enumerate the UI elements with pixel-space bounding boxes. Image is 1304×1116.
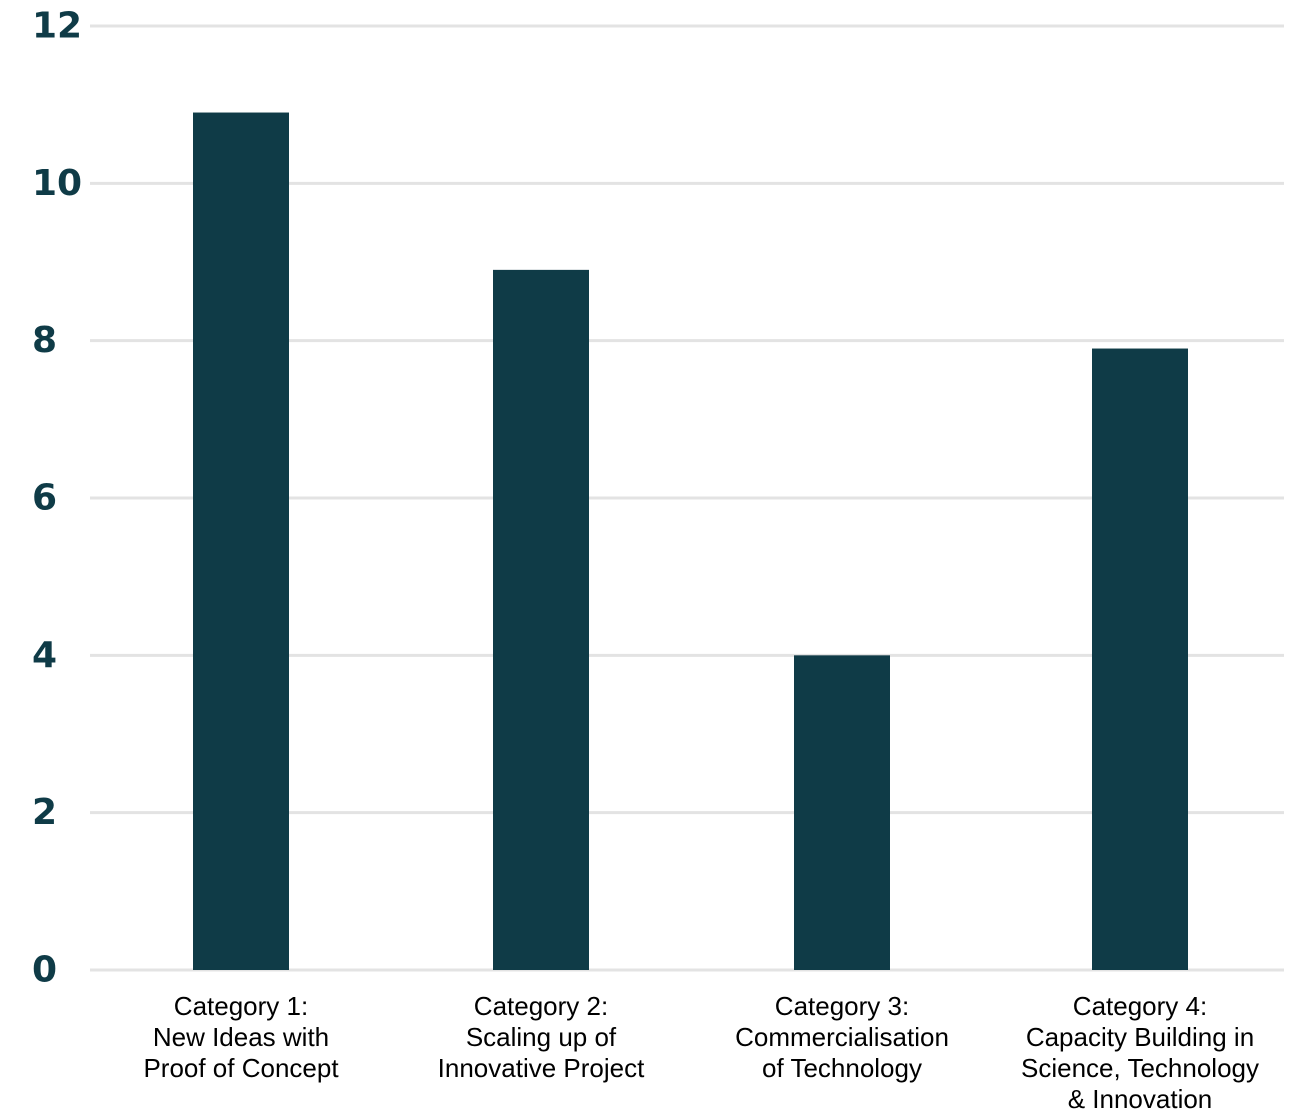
bar-category-2 bbox=[493, 269, 589, 970]
bar-category-4 bbox=[1092, 348, 1188, 970]
x-tick-label-line: & Innovation bbox=[1068, 1084, 1213, 1114]
y-tick-label: 8 bbox=[32, 320, 57, 361]
x-tick-label-line: of Technology bbox=[762, 1053, 922, 1083]
bar-category-1 bbox=[193, 112, 289, 971]
x-tick-label-category-1: Category 1: New Ideas with Proof of Concep… bbox=[143, 991, 339, 1083]
bars bbox=[193, 112, 1188, 971]
x-tick-label-line: Science, Technology bbox=[1021, 1053, 1259, 1083]
x-tick-label-line: Category 2: bbox=[474, 991, 608, 1021]
y-tick-label: 10 bbox=[32, 163, 82, 204]
x-tick-label-line: Category 1: bbox=[174, 991, 308, 1021]
x-axis-tick-labels: Category 1: New Ideas with Proof of Concep… bbox=[143, 991, 1259, 1114]
y-axis-tick-labels: 0 2 4 6 8 10 12 bbox=[32, 6, 82, 991]
x-tick-label-line: Commercialisation bbox=[735, 1022, 949, 1052]
x-tick-label-category-4: Category 4: Capacity Building in Science, … bbox=[1021, 991, 1259, 1114]
bar-category-3 bbox=[794, 655, 890, 970]
x-tick-label-line: Proof of Concept bbox=[143, 1053, 339, 1083]
y-tick-label: 2 bbox=[32, 792, 57, 833]
x-tick-label-line: New Ideas with bbox=[153, 1022, 329, 1052]
y-tick-label: 6 bbox=[32, 478, 57, 519]
x-tick-label-line: Category 3: bbox=[775, 991, 909, 1021]
x-tick-label-category-2: Category 2: Scaling up of Innovative Proje… bbox=[438, 991, 645, 1083]
y-tick-label: 0 bbox=[32, 950, 57, 991]
x-tick-label-line: Category 4: bbox=[1073, 991, 1207, 1021]
x-tick-label-line: Innovative Project bbox=[438, 1053, 645, 1083]
y-tick-label: 12 bbox=[32, 6, 82, 47]
x-tick-label-line: Capacity Building in bbox=[1026, 1022, 1254, 1052]
y-tick-label: 4 bbox=[32, 635, 57, 676]
x-tick-label-line: Scaling up of bbox=[466, 1022, 617, 1052]
x-tick-label-category-3: Category 3: Commercialisation of Technolog… bbox=[735, 991, 949, 1083]
